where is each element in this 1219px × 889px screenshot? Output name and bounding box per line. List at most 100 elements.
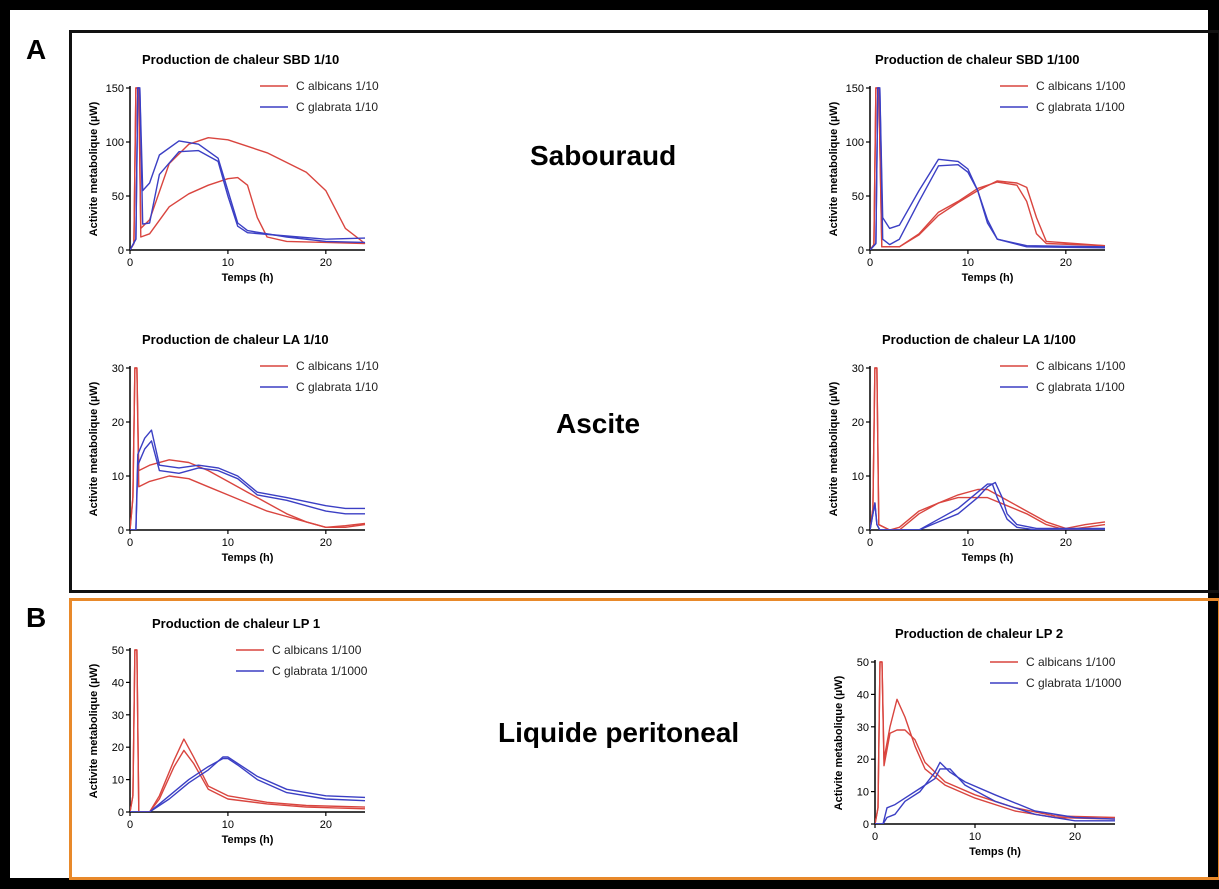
y-axis-label: Activite metabolique (µW) xyxy=(88,663,100,798)
legend-label: C glabrata 1/10 xyxy=(296,380,378,394)
plot-area xyxy=(130,649,366,812)
panel-b-label: B xyxy=(26,602,47,633)
legend-label: C albicans 1/100 xyxy=(1036,359,1126,373)
y-tick-label: 100 xyxy=(846,137,864,149)
chart-sbd-1-10: Production de chaleur SBD 1/10 0 50 100 150 0… xyxy=(88,52,379,284)
plot-area xyxy=(130,367,366,530)
plot-area xyxy=(130,87,366,250)
x-tick-label: 20 xyxy=(320,537,332,549)
series-line-albicans-rep-2 xyxy=(870,367,1106,530)
y-axis-label: Activite metabolique (µW) xyxy=(828,101,840,236)
chart-sbd-1-100: Production de chaleur SBD 1/100050100150… xyxy=(828,52,1126,284)
y-tick-label: 20 xyxy=(112,742,124,754)
series-line-albicans-rep-2 xyxy=(130,87,366,250)
y-tick-label: 0 xyxy=(858,525,864,537)
medium-label-liquide-peritoneal: Liquide peritoneal xyxy=(498,717,740,748)
y-axis-label: Activite metabolique (µW) xyxy=(833,675,845,810)
y-tick-label: 20 xyxy=(112,417,124,429)
y-tick-label: 50 xyxy=(112,645,124,657)
x-axis-label: Temps (h) xyxy=(962,552,1014,564)
y-axis-label: Activite metabolique (µW) xyxy=(828,381,840,516)
chart-title: Production de chaleur LP 1 xyxy=(152,616,320,631)
x-tick-label: 20 xyxy=(320,257,332,269)
y-tick-label: 50 xyxy=(112,191,124,203)
chart-title: Production de chaleur LP 2 xyxy=(895,626,1063,641)
y-tick-label: 0 xyxy=(118,525,124,537)
legend-label: C albicans 1/10 xyxy=(296,79,379,93)
x-axis-label: Temps (h) xyxy=(222,272,274,284)
legend-label: C albicans 1/100 xyxy=(1036,79,1126,93)
y-tick-label: 40 xyxy=(112,677,124,689)
x-tick-label: 0 xyxy=(867,257,873,269)
y-tick-label: 30 xyxy=(112,710,124,722)
y-tick-label: 50 xyxy=(857,657,869,669)
x-tick-label: 20 xyxy=(1060,537,1072,549)
y-tick-label: 20 xyxy=(857,754,869,766)
y-tick-label: 40 xyxy=(857,689,869,701)
y-tick-label: 20 xyxy=(852,417,864,429)
x-tick-label: 20 xyxy=(1069,831,1081,843)
y-tick-label: 10 xyxy=(112,471,124,483)
chart-la-1-100: Production de chaleur LA 1/100 0 10 20 30 0 10… xyxy=(828,332,1126,564)
legend-label: C glabrata 1/1000 xyxy=(272,664,368,678)
legend-label: C albicans 1/100 xyxy=(1026,655,1116,669)
series-line-glabrata-rep-2 xyxy=(130,440,365,530)
legend-label: C albicans 1/10 xyxy=(296,359,379,373)
y-tick-label: 0 xyxy=(858,245,864,257)
x-tick-label: 0 xyxy=(872,831,878,843)
y-tick-label: 0 xyxy=(118,245,124,257)
x-tick-label: 0 xyxy=(127,537,133,549)
y-axis-label: Activite metabolique (µW) xyxy=(88,101,100,236)
chart-title: Production de chaleur LA 1/100 xyxy=(882,332,1076,347)
chart-title: Production de chaleur SBD 1/100 xyxy=(875,52,1079,67)
series-line-glabrata-rep-2 xyxy=(870,483,1105,530)
legend-label: C albicans 1/100 xyxy=(272,643,362,657)
series-line-glabrata-rep-1 xyxy=(875,761,1116,824)
legend-label: C glabrata 1/10 xyxy=(296,100,378,114)
y-tick-label: 30 xyxy=(857,722,869,734)
x-tick-label: 0 xyxy=(867,537,873,549)
chart-la-1-10: Production de chaleur LA 1/10 0 10 20 30 0 10 2… xyxy=(88,332,379,564)
medium-label-ascite: Ascite xyxy=(556,408,641,439)
y-tick-label: 50 xyxy=(852,191,864,203)
x-tick-label: 0 xyxy=(127,257,133,269)
x-tick-label: 20 xyxy=(320,819,332,831)
series-line-albicans-rep-2 xyxy=(130,367,366,530)
series-line-glabrata-rep-2 xyxy=(130,87,366,250)
x-tick-label: 10 xyxy=(969,831,981,843)
legend-label: C glabrata 1/100 xyxy=(1036,100,1125,114)
plot-area xyxy=(870,367,1106,530)
x-tick-label: 0 xyxy=(127,819,133,831)
x-tick-label: 10 xyxy=(222,819,234,831)
chart-lp-2: Production de chaleur LP 2 0 10 20 30 40 50 0 10… xyxy=(833,626,1122,858)
x-tick-label: 10 xyxy=(222,257,234,269)
y-tick-label: 30 xyxy=(852,363,864,375)
panel-a-label: A xyxy=(26,34,47,65)
x-axis-label: Temps (h) xyxy=(962,272,1014,284)
legend-label: C glabrata 1/100 xyxy=(1036,380,1125,394)
chart-lp-1: Production de chaleur LP 1 0 10 20 30 40 50 0 10… xyxy=(88,616,368,846)
y-tick-label: 10 xyxy=(857,787,869,799)
x-axis-label: Temps (h) xyxy=(969,846,1021,858)
x-axis-label: Temps (h) xyxy=(222,834,274,846)
y-axis-label: Activite metabolique (µW) xyxy=(88,381,100,516)
y-tick-label: 150 xyxy=(106,83,124,95)
y-tick-label: 30 xyxy=(112,363,124,375)
plot-area xyxy=(870,87,1106,250)
chart-title: Production de chaleur LA 1/10 xyxy=(142,332,329,347)
series-line-glabrata-rep-2 xyxy=(870,87,1106,250)
y-tick-label: 10 xyxy=(852,471,864,483)
x-tick-label: 20 xyxy=(1060,257,1072,269)
series-line-glabrata-rep-2 xyxy=(875,768,1115,824)
x-tick-label: 10 xyxy=(962,257,974,269)
plot-area xyxy=(875,661,1116,824)
legend-label: C glabrata 1/1000 xyxy=(1026,676,1122,690)
chart-title: Production de chaleur SBD 1/10 xyxy=(142,52,339,67)
x-tick-label: 10 xyxy=(222,537,234,549)
series-line-glabrata-rep-1 xyxy=(130,756,366,812)
x-tick-label: 10 xyxy=(962,537,974,549)
figure-canvas: A B Sabouraud Ascite Liquide peritoneal … xyxy=(10,10,1219,880)
y-tick-label: 150 xyxy=(846,83,864,95)
y-tick-label: 10 xyxy=(112,775,124,787)
x-axis-label: Temps (h) xyxy=(222,552,274,564)
